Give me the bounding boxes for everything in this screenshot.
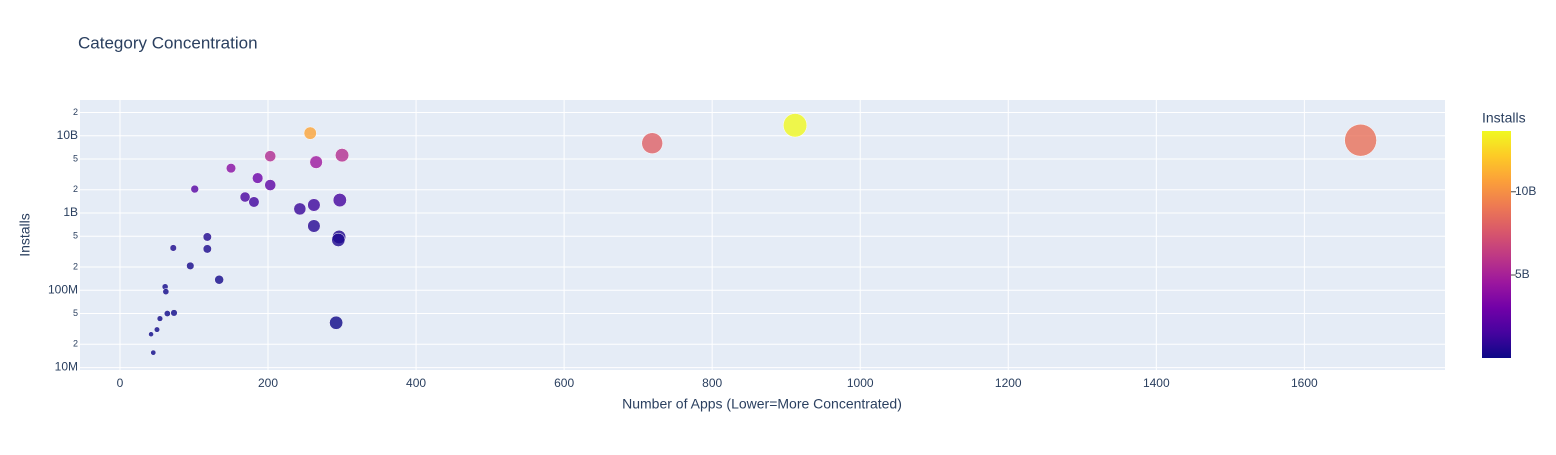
point xyxy=(307,219,321,233)
y-tick-label: 5 xyxy=(73,231,78,241)
point xyxy=(293,202,307,216)
point xyxy=(329,315,344,330)
point xyxy=(309,155,323,169)
point xyxy=(303,126,317,140)
colorbar-title: Installs xyxy=(1482,110,1526,126)
colorbar-tick-label: 5B xyxy=(1515,267,1530,281)
point xyxy=(163,310,171,317)
x-tick-label: 1400 xyxy=(1143,376,1170,390)
point xyxy=(225,163,237,174)
point xyxy=(239,191,251,203)
point xyxy=(1344,123,1377,157)
y-tick-label: 5 xyxy=(73,153,78,163)
x-tick-label: 200 xyxy=(258,376,278,390)
point xyxy=(641,132,663,154)
x-tick-label: 1000 xyxy=(847,376,874,390)
y-tick-label: 2 xyxy=(73,184,78,194)
point xyxy=(264,150,277,162)
point xyxy=(162,288,170,295)
point xyxy=(252,172,264,184)
x-tick-label: 1600 xyxy=(1291,376,1318,390)
point xyxy=(214,274,224,285)
x-tick-label: 400 xyxy=(406,376,426,390)
y-tick-label: 2 xyxy=(73,261,78,271)
point xyxy=(783,113,808,138)
point xyxy=(190,184,199,194)
point xyxy=(202,244,212,254)
point xyxy=(307,198,321,212)
point xyxy=(332,193,347,208)
x-tick-label: 1200 xyxy=(995,376,1022,390)
colorbar-tick-label: 10B xyxy=(1515,184,1536,198)
y-tick-label: 1B xyxy=(63,205,78,219)
x-axis-title: Number of Apps (Lower=More Concentrated) xyxy=(622,396,902,412)
point xyxy=(156,315,164,322)
y-tick-label: 10B xyxy=(57,128,78,142)
y-tick-label: 5 xyxy=(73,308,78,318)
point xyxy=(153,326,160,333)
colorbar xyxy=(1482,131,1511,358)
point xyxy=(169,244,177,252)
x-tick-label: 600 xyxy=(554,376,574,390)
point xyxy=(148,331,154,338)
chart-title: Category Concentration xyxy=(78,33,258,52)
x-tick-label: 0 xyxy=(117,376,124,390)
y-tick-label: 2 xyxy=(73,107,78,117)
point xyxy=(335,148,350,163)
point xyxy=(331,232,346,247)
point xyxy=(170,309,178,317)
y-tick-label: 2 xyxy=(73,339,78,349)
x-tick-label: 800 xyxy=(702,376,722,390)
y-axis-title: Installs xyxy=(17,213,33,257)
y-tick-label: 100M xyxy=(48,282,78,296)
plot-area xyxy=(80,100,1445,370)
point xyxy=(150,349,157,356)
point xyxy=(186,261,195,270)
point xyxy=(248,196,260,208)
point xyxy=(202,232,212,242)
y-tick-label: 10M xyxy=(55,360,78,374)
point xyxy=(264,179,277,191)
